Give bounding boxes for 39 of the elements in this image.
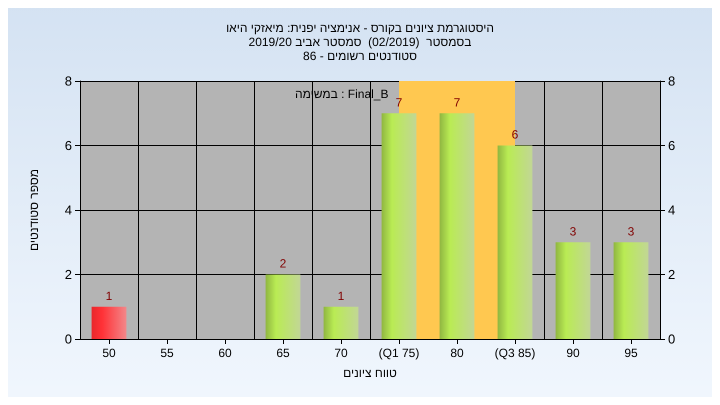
bar: [382, 113, 416, 339]
x-tick-label: 65: [276, 346, 290, 360]
data-label: 3: [570, 224, 577, 238]
y2-tick-label: 0: [668, 332, 676, 346]
x-tick-label: 70: [334, 346, 348, 360]
y2-tick-label: 8: [668, 74, 676, 88]
x-tick-label: 80: [450, 346, 464, 360]
data-label: 1: [338, 288, 345, 303]
y-tick-label: 6: [64, 138, 72, 153]
bar: [324, 306, 358, 339]
x-tick-label: 90: [566, 346, 580, 360]
y-tick-label: 2: [64, 267, 72, 282]
x-tick-label: (Q1 75): [378, 346, 420, 360]
bar: [556, 242, 590, 339]
x-tick-label: 60: [218, 346, 232, 360]
x-tick-label: 50: [102, 346, 116, 360]
bar: [440, 113, 474, 339]
bar: [614, 242, 648, 339]
bar: [498, 146, 532, 339]
x-tick-label: 55: [160, 346, 174, 360]
y2-tick-label: 6: [668, 138, 676, 153]
data-label: 6: [512, 128, 519, 142]
data-label: 7: [454, 95, 461, 110]
y-tick-label: 8: [64, 74, 72, 88]
x-tick-label: (Q3 85): [494, 346, 536, 360]
x-tick-label: 95: [624, 346, 638, 360]
data-label: 1: [106, 288, 113, 303]
y-axis-title: מספר סטודנטים: [27, 168, 41, 252]
x-axis-title: טווח ציונים: [343, 366, 398, 380]
y2-tick-label: 4: [668, 202, 676, 218]
y2-tick-label: 2: [668, 267, 676, 282]
bar: [92, 306, 126, 339]
chart-title: היסטוגרמת ציונים בקורס - אנימציה יפנית: מיאזקי היאו בסמסטר (02/2019) סמסטר אביב 2019/20 סטודנטים רשומים - 86: [226, 21, 494, 63]
y-tick-label: 0: [64, 332, 72, 346]
data-label: 7: [396, 95, 403, 110]
bar: [266, 274, 300, 339]
data-label: 2: [280, 256, 287, 270]
data-label: 3: [628, 224, 635, 238]
y-tick-label: 4: [64, 202, 72, 218]
